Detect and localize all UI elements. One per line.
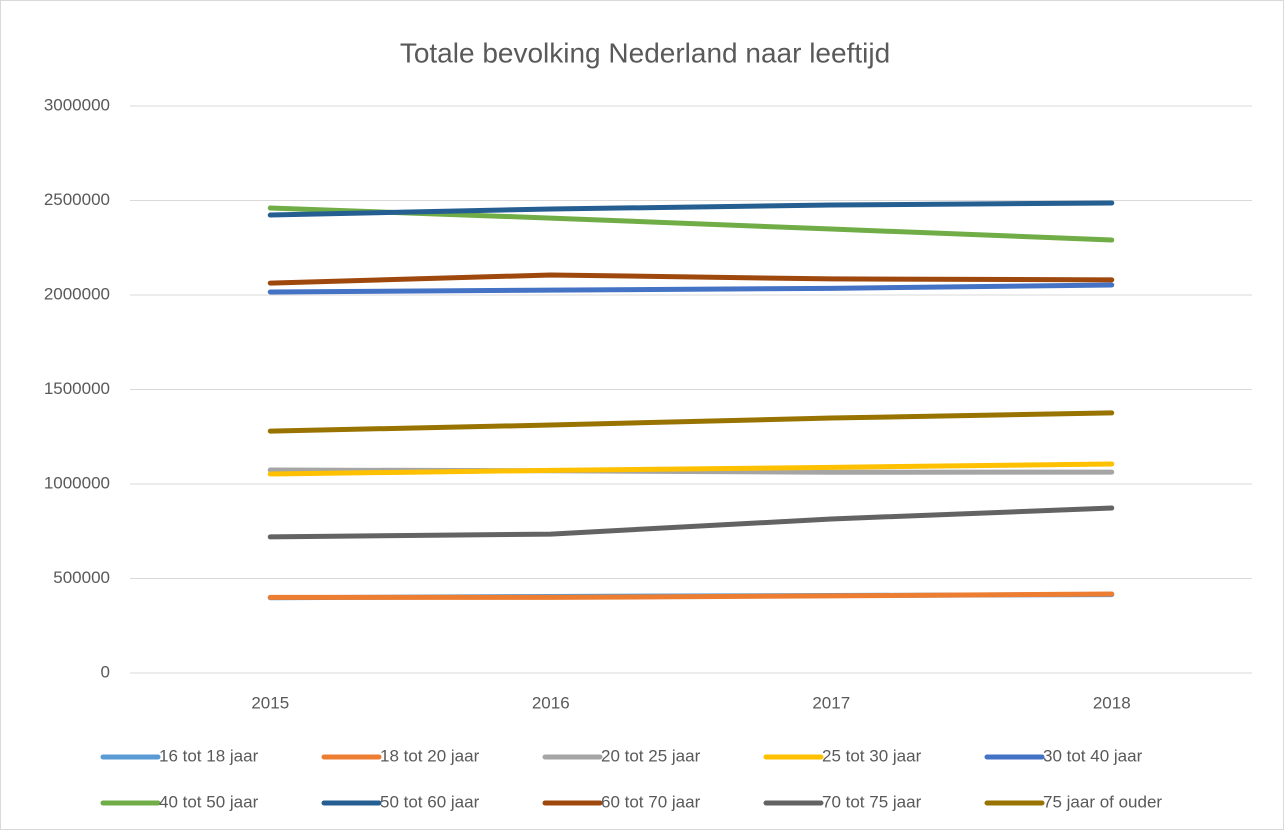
y-tick-label: 2500000 <box>44 190 110 209</box>
legend-label: 70 tot 75 jaar <box>822 792 922 811</box>
legend-label: 75 jaar of ouder <box>1043 792 1162 811</box>
x-tick-label: 2016 <box>532 693 570 712</box>
legend-label: 30 tot 40 jaar <box>1043 746 1143 765</box>
series-line <box>267 461 1115 477</box>
x-tick-label: 2015 <box>251 693 289 712</box>
series-line <box>267 505 1115 540</box>
y-tick-label: 2000000 <box>44 284 110 303</box>
y-tick-label: 1500000 <box>44 379 110 398</box>
legend-label: 18 tot 20 jaar <box>380 746 480 765</box>
series-line <box>267 410 1115 434</box>
y-tick-label: 3000000 <box>44 95 110 114</box>
y-tick-label: 1000000 <box>44 473 110 492</box>
legend-label: 50 tot 60 jaar <box>380 792 480 811</box>
legend-label: 16 tot 18 jaar <box>159 746 259 765</box>
series-line <box>267 272 1115 286</box>
legend-label: 20 tot 25 jaar <box>601 746 701 765</box>
y-tick-label: 0 <box>101 662 110 681</box>
legend-label: 40 tot 50 jaar <box>159 792 259 811</box>
y-tick-label: 500000 <box>53 568 110 587</box>
legend-label: 60 tot 70 jaar <box>601 792 701 811</box>
series-line <box>267 591 1115 600</box>
series-line <box>267 200 1115 218</box>
chart-title: Totale bevolking Nederland naar leeftijd <box>400 37 890 68</box>
x-tick-label: 2017 <box>812 693 850 712</box>
legend-label: 25 tot 30 jaar <box>822 746 922 765</box>
series-line <box>267 282 1115 295</box>
x-tick-label: 2018 <box>1093 693 1131 712</box>
